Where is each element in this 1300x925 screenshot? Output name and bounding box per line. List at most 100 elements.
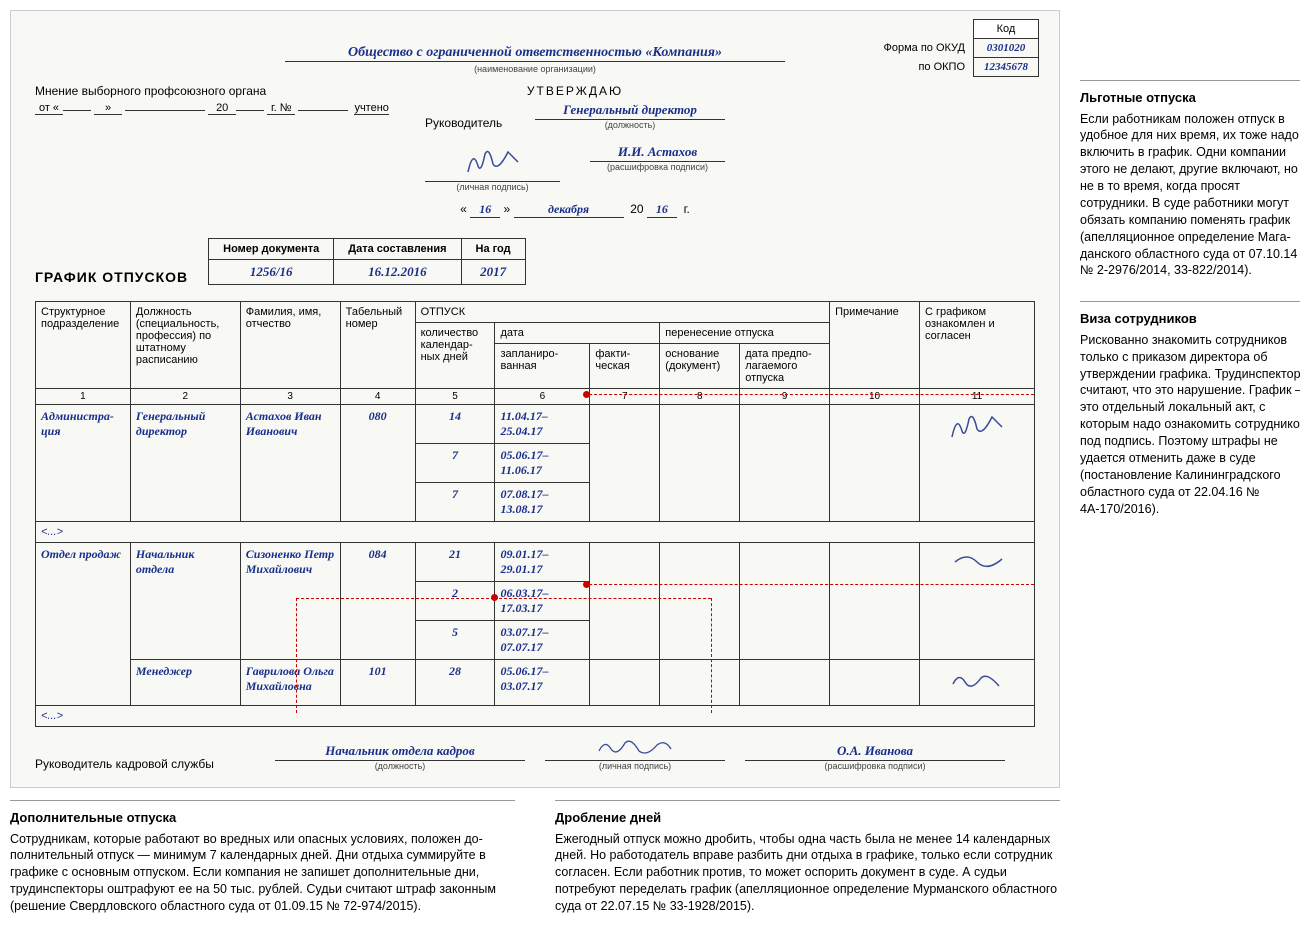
callout-line — [589, 584, 1034, 585]
doc-date: 16.12.2016 — [334, 260, 461, 285]
annot-title: Дробление дней — [555, 809, 1060, 827]
okud-value: 0301020 — [974, 39, 1039, 58]
approve-month: декабря — [514, 202, 624, 218]
cell-tab: 080 — [340, 405, 415, 522]
col-plan: запланиро-ванная — [495, 344, 590, 389]
annotation-block: Дополнительные отпуска Сотрудникам, кото… — [10, 800, 515, 915]
approve-block: УТВЕРЖДАЮ Руководитель Генеральный дирек… — [425, 84, 725, 218]
cell-days: 14 — [415, 405, 495, 444]
meta-h-num: Номер документа — [209, 239, 334, 260]
sig-caption: (личная подпись) — [425, 182, 560, 192]
union-title: Мнение выборного профсоюзного органа — [35, 84, 415, 98]
callout-line — [711, 598, 712, 713]
cell-plan: 05.06.17–11.06.17 — [495, 444, 590, 483]
doc-meta: ГРАФИК ОТПУСКОВ Номер документа Дата сос… — [35, 238, 1035, 285]
position-caption: (должность) — [535, 120, 725, 130]
annot-title: Дополнительные отпуска — [10, 809, 515, 827]
col-pos: Должность (специальность, профессия) по … — [130, 302, 240, 389]
meta-h-date: Дата составления — [334, 239, 461, 260]
from-m3: г. № — [267, 102, 295, 115]
cell-pos: Менеджер — [130, 660, 240, 706]
annot-body: Сотрудникам, которые работают во вредных… — [10, 831, 515, 915]
col-newdate: дата предпо-лагаемого отпуска — [740, 344, 830, 389]
cell-name: Сизоненко Петр Михайлович — [240, 543, 340, 660]
annot-title: Льготные отпуска — [1080, 89, 1300, 107]
approver-signature — [425, 144, 560, 182]
y-suf: г. — [684, 202, 690, 216]
cell-sig — [920, 660, 1035, 706]
leader-label: Руководитель — [425, 116, 525, 130]
cell-name: Астахов Иван Иванович — [240, 405, 340, 522]
from-m1: » — [94, 102, 122, 115]
table-row: <...> — [36, 706, 1035, 727]
doc-year: 2017 — [461, 260, 525, 285]
union-accounted: учтено — [354, 102, 388, 115]
code-box: Код Форма по ОКУД 0301020 по ОКПО 123456… — [874, 19, 1040, 77]
from-m2: 20 — [208, 102, 236, 115]
code-header: Код — [974, 20, 1039, 39]
doc-title: ГРАФИК ОТПУСКОВ — [35, 269, 208, 285]
cell-plan: 06.03.17–17.03.17 — [495, 582, 590, 621]
callout-line — [589, 394, 1034, 395]
org-name: Общество с ограниченной ответственностью… — [285, 45, 785, 62]
cell-name: Гаврилова Ольга Михайловна — [240, 660, 340, 706]
hr-footer: Руководитель кадровой службы Начальник о… — [35, 737, 1035, 771]
col-name: Фамилия, имя, отчество — [240, 302, 340, 389]
cell-tab: 101 — [340, 660, 415, 706]
cell-plan: 11.04.17–25.04.17 — [495, 405, 590, 444]
hr-pos-cap: (должность) — [275, 761, 525, 771]
hr-name-cap: (расшифровка подписи) — [745, 761, 1005, 771]
approve-date: « 16 » декабря 20 16 г. — [425, 202, 725, 218]
schedule-table: Структурное подразделение Должность (спе… — [35, 301, 1035, 727]
table-row: Отдел продаж Начальник отдела Сизоненко … — [36, 543, 1035, 582]
union-opinion: Мнение выборного профсоюзного органа от … — [35, 84, 415, 115]
hr-label: Руководитель кадровой службы — [35, 757, 255, 771]
cell-days: 7 — [415, 444, 495, 483]
annotation-block: Дробление дней Ежегодный отпуск можно др… — [555, 800, 1060, 915]
col-note: Примечание — [830, 302, 920, 389]
hr-signature — [545, 737, 725, 761]
okud-label: Форма по ОКУД — [874, 39, 974, 58]
cell-plan: 05.06.17–03.07.17 — [495, 660, 590, 706]
annot-title: Виза сотрудников — [1080, 310, 1300, 328]
col-dept: Структурное подразделение — [36, 302, 131, 389]
approver-name: И.И. Астахов — [590, 144, 725, 162]
annot-body: Ежегодный отпуск можно дробить, чтобы од… — [555, 831, 1060, 915]
callout-line — [296, 598, 494, 599]
hr-position: Начальник отдела кадров — [275, 743, 525, 761]
vacation-schedule-form: Код Форма по ОКУД 0301020 по ОКПО 123456… — [10, 10, 1060, 788]
okpo-value: 12345678 — [974, 58, 1039, 77]
cell-days: 21 — [415, 543, 495, 582]
cell-plan: 09.01.17–29.01.17 — [495, 543, 590, 582]
callout-line — [296, 598, 297, 713]
cell-dept: Адми­нистра­ция — [36, 405, 131, 522]
table-row: <...> — [36, 522, 1035, 543]
cell-days: 28 — [415, 660, 495, 706]
cell-sig — [920, 543, 1035, 660]
table-row: Адми­нистра­ция Генеральный директор Аст… — [36, 405, 1035, 444]
cell-sig — [920, 405, 1035, 522]
col-vac: ОТПУСК — [415, 302, 830, 323]
approve-title: УТВЕРЖДАЮ — [425, 84, 725, 98]
annotation-block: Виза сотрудников Рискованно знакомить со… — [1080, 301, 1300, 517]
cell-dept: Отдел продаж — [36, 543, 131, 706]
col-ack: С графиком ознакомлен и согласен — [920, 302, 1035, 389]
cell-tab: 084 — [340, 543, 415, 660]
col-days: количество календар-ных дней — [415, 323, 495, 389]
annotation-block: Льготные отпуска Если работникам положен… — [1080, 80, 1300, 279]
cell-plan: 07.08.17–13.08.17 — [495, 483, 590, 522]
ellipsis-row: <...> — [36, 706, 1035, 727]
ellipsis-row: <...> — [36, 522, 1035, 543]
approver-position: Генеральный директор — [535, 102, 725, 120]
cell-days: 7 — [415, 483, 495, 522]
from-pre: от « — [35, 102, 63, 115]
col-tab: Табельный номер — [340, 302, 415, 389]
col-basis: основание (документ) — [660, 344, 740, 389]
annotations-right: Льготные отпуска Если работникам положен… — [1080, 10, 1300, 788]
callout-line — [494, 598, 711, 599]
col-date: дата — [495, 323, 660, 344]
name-caption: (расшифровка подписи) — [590, 162, 725, 172]
y-pre: 20 — [630, 202, 643, 216]
okpo-label: по ОКПО — [874, 58, 974, 77]
cell-plan: 03.07.17–07.07.17 — [495, 621, 590, 660]
